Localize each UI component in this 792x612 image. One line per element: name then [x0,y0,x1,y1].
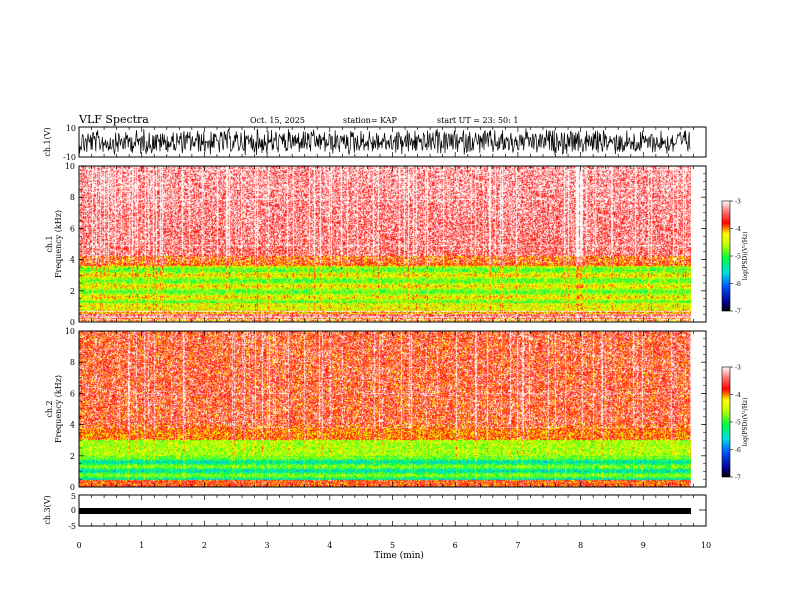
ch2-spectrogram-panel: 0 2 4 6 8 10 ch.2 Frequency (kHz) [45,327,707,492]
x-tick-label: 9 [641,541,646,550]
ch1-waveform-ylabel: ch.1(V) [43,127,52,156]
y-tick-label: 10 [65,162,75,171]
ch2-spectrogram-ylabel: Frequency (kHz) [54,375,63,443]
x-tick-label: 3 [265,541,270,550]
colorbar-tick-label: -7 [735,475,741,482]
x-tick-label: 8 [578,541,583,550]
colorbar-tick-label: -6 [735,447,741,454]
start-time-label: start UT = 23: 50: 1 [437,116,518,125]
x-tick-label: 0 [76,541,81,550]
ch1-spectrogram-image [79,166,691,322]
ch1-spectrogram-panel: 0 2 4 6 8 10 ch.1 Frequency (kHz) [45,162,707,327]
y-tick-label: 0 [70,318,75,327]
colorbar-tick-label: -6 [735,281,741,288]
y-tick-label: 6 [70,224,75,233]
y-tick-label: 2 [70,452,75,461]
x-tick-label: 7 [515,541,520,550]
colorbar-tick-label: -4 [735,226,741,233]
y-tick-label: 4 [70,421,75,430]
ch3-waveform-ylabel: ch.3(V) [43,495,52,524]
colorbar-ch2-label: log(PSD)(V²/Hz) [742,398,749,447]
ch3-ytick-mid: 0 [71,506,76,515]
colorbar-ch1-label: log(PSD)(V²/Hz) [742,232,749,281]
ch1-waveform-panel: 10 -10 ch.1(V) [43,124,707,162]
x-tick-label: 2 [202,541,207,550]
colorbar-tick-label: -4 [735,392,741,399]
ch2-spectrogram-image [79,331,691,487]
ch2-spectrogram-channel-label: ch.2 [45,400,54,417]
x-tick-label: 4 [327,541,332,550]
x-tick-label: 10 [701,541,711,550]
station-label: station= KAP [343,116,398,125]
x-axis-tick-labels: 0 1 2 3 4 5 6 7 8 9 10 [76,541,711,550]
y-tick-label: 8 [70,193,75,202]
ch3-ytick-top: 5 [71,492,76,501]
colorbar-tick-label: -5 [735,420,741,427]
ch1-ytick-bottom: -10 [63,153,76,162]
y-tick-label: 2 [70,287,75,296]
ch1-ytick-top: 10 [66,124,76,133]
colorbar-tick-label: -3 [735,365,741,372]
y-tick-label: 10 [65,327,75,336]
ch3-waveform-panel: 5 0 -5 ch.3(V) [43,492,707,531]
y-tick-label: 0 [70,483,75,492]
y-tick-label: 6 [70,389,75,398]
x-axis-label: Time (min) [374,550,424,561]
chart-title: VLF Spectra [78,113,149,126]
y-tick-label: 4 [70,256,75,265]
ch1-spectrogram-ylabel: Frequency (kHz) [54,210,63,278]
x-axis-ticks [78,127,707,526]
x-tick-label: 5 [390,541,395,550]
ch1-waveform-line [78,128,691,156]
colorbar-tick-label: -7 [735,309,741,316]
ch3-waveform-band [79,508,691,514]
colorbar-tick-label: -5 [735,254,741,261]
date-label: Oct. 15, 2025 [250,116,305,125]
ch1-spectrogram-channel-label: ch.1 [45,235,54,252]
x-tick-label: 1 [139,541,144,550]
colorbar-ch1: -3 -4 -5 -6 -7 log(PSD)(V²/Hz) [721,199,749,316]
x-tick-label: 6 [453,541,458,550]
colorbar-ch2: -3 -4 -5 -6 -7 log(PSD)(V²/Hz) [721,365,749,482]
y-tick-label: 8 [70,358,75,367]
colorbar-tick-label: -3 [735,199,741,206]
ch3-ytick-bottom: -5 [68,522,76,531]
